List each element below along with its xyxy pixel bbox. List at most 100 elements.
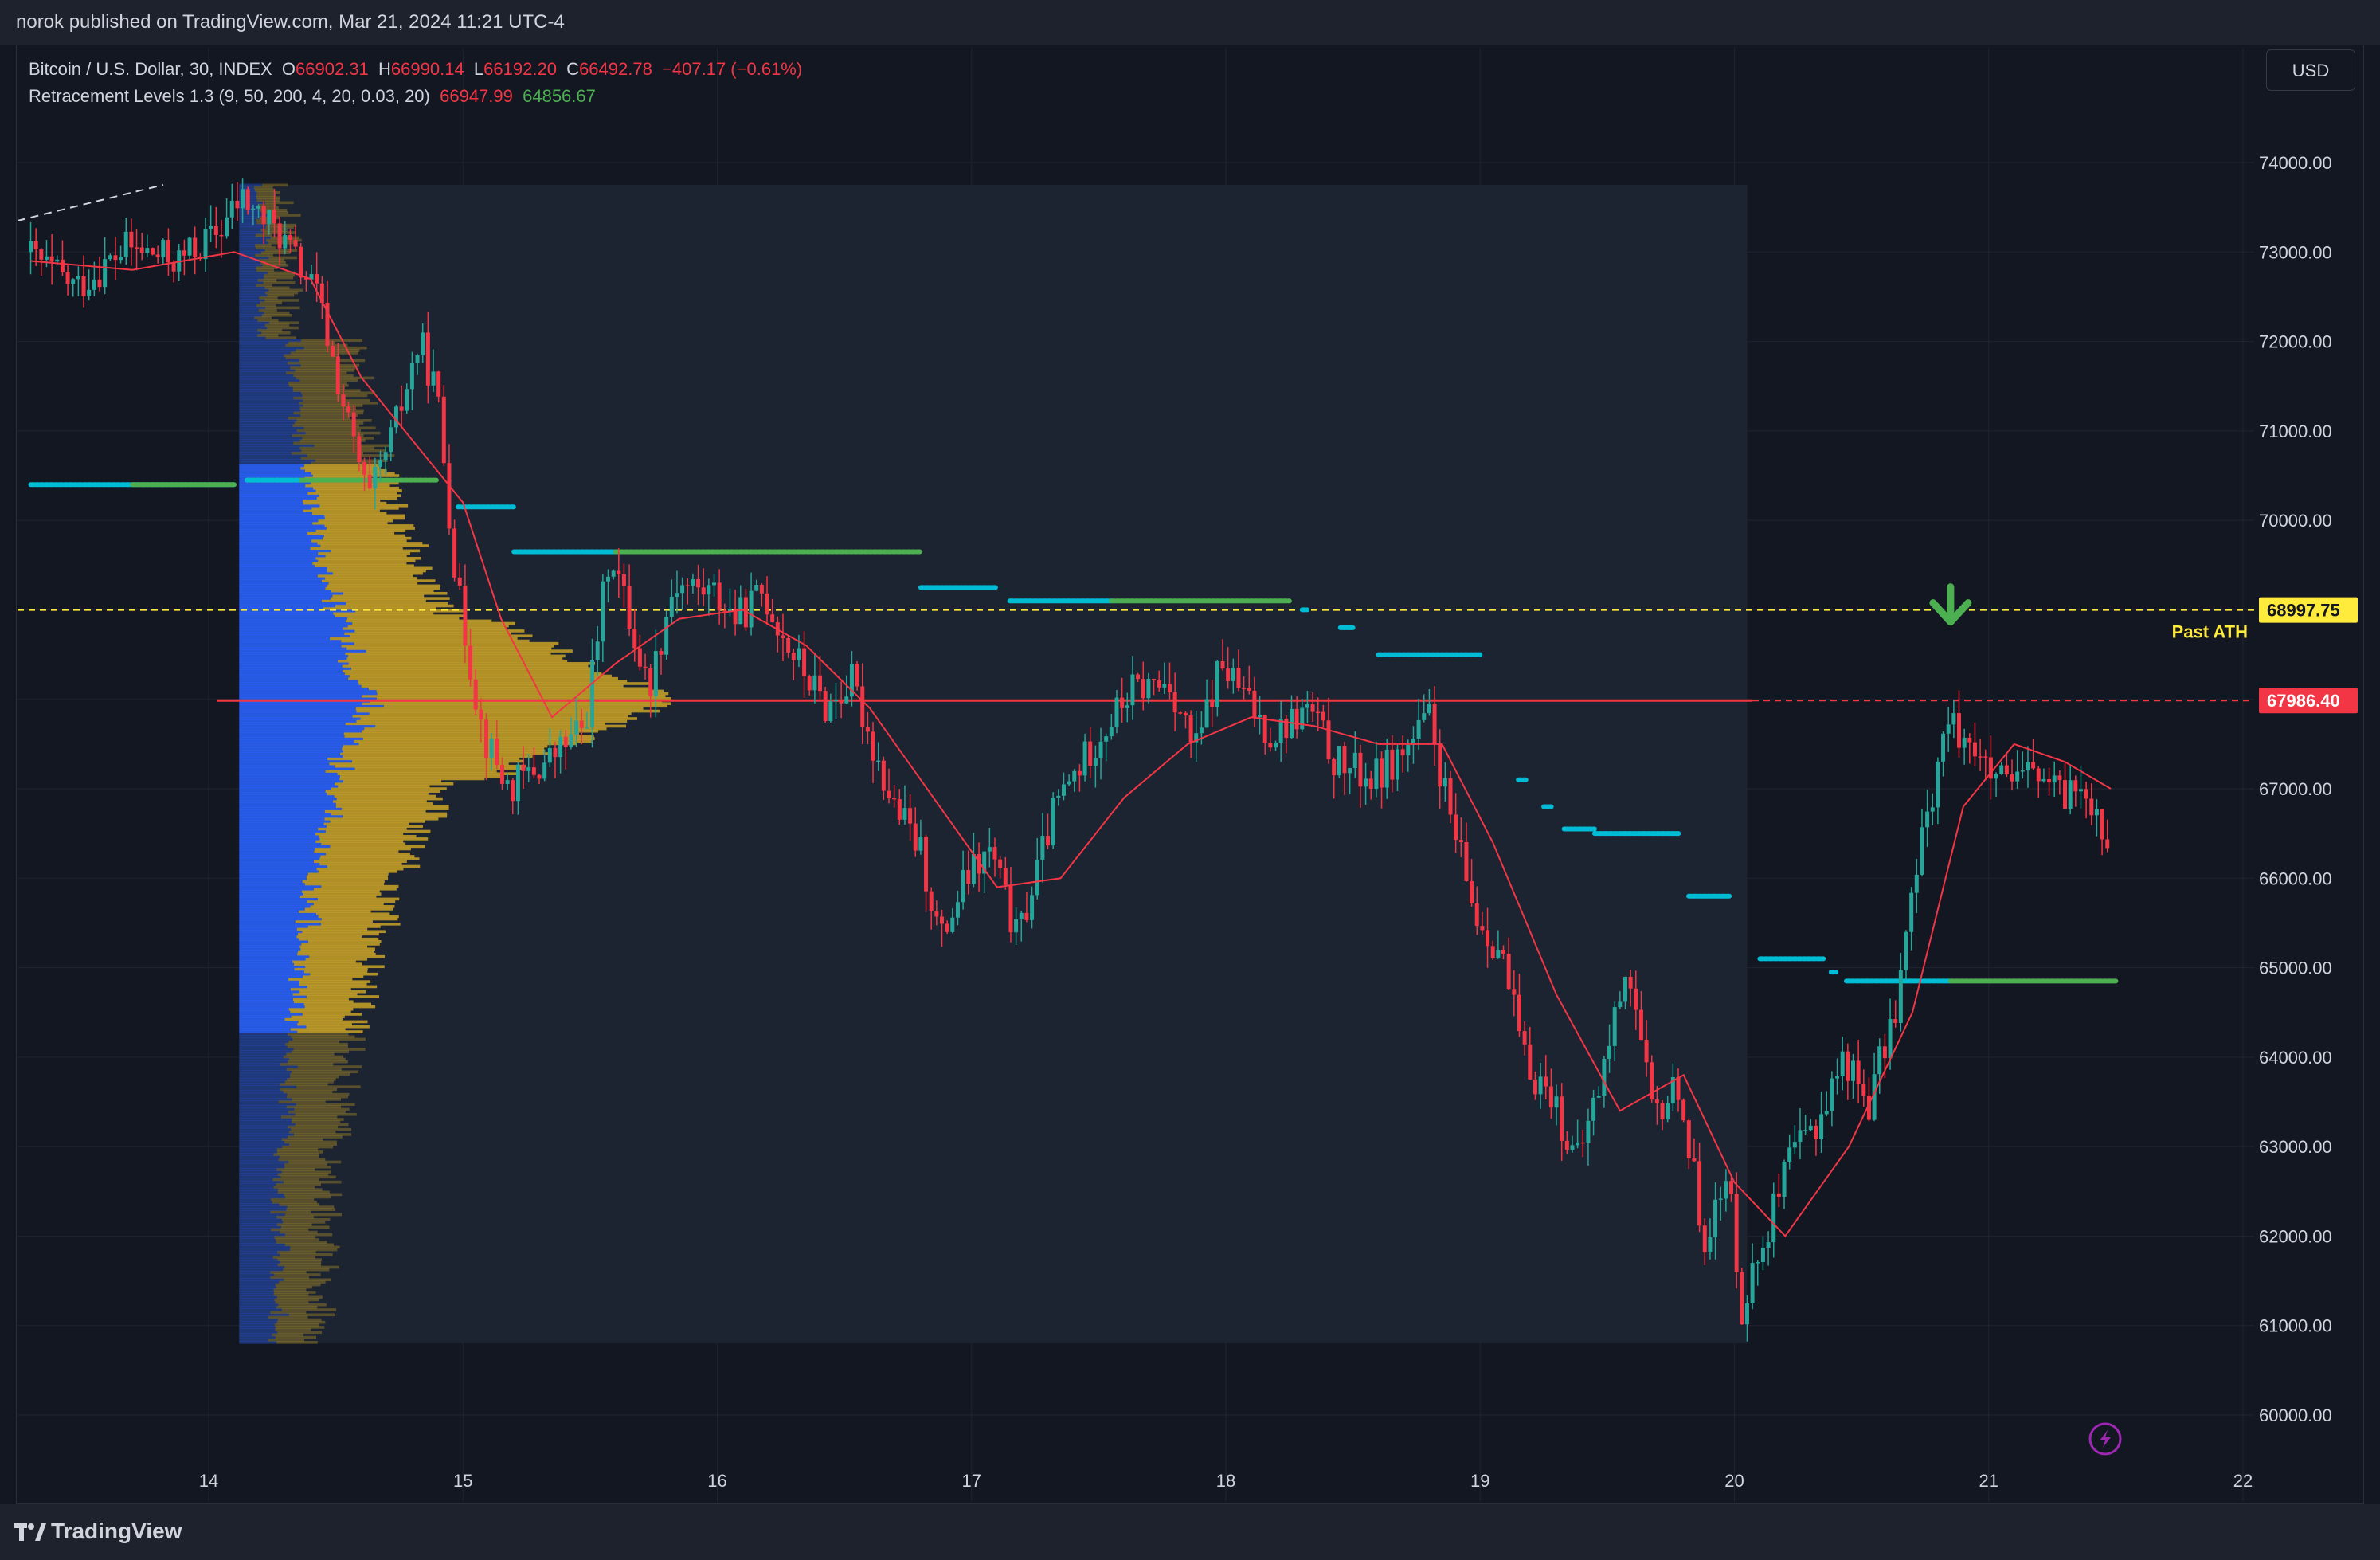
tradingview-brand[interactable]: TradingView	[51, 1519, 182, 1543]
moving-average-line[interactable]	[30, 251, 2112, 1237]
candle-body[interactable]	[1586, 1120, 1591, 1143]
candle-body[interactable]	[261, 206, 266, 225]
candle-body[interactable]	[1618, 1001, 1623, 1008]
candle-body[interactable]	[1316, 711, 1321, 714]
candle-body[interactable]	[425, 332, 430, 386]
candle-body[interactable]	[1580, 1142, 1585, 1144]
candle-body[interactable]	[436, 371, 441, 397]
candle-body[interactable]	[733, 609, 738, 625]
candle-body[interactable]	[1819, 1114, 1824, 1139]
candle-body[interactable]	[1650, 1062, 1654, 1100]
candle-body[interactable]	[1830, 1078, 1834, 1111]
candle-body[interactable]	[277, 223, 282, 249]
candle-body[interactable]	[605, 576, 610, 582]
candle-body[interactable]	[1866, 1096, 1871, 1120]
candle-body[interactable]	[1760, 1248, 1765, 1262]
candle-body[interactable]	[1718, 1198, 1723, 1200]
candle-body[interactable]	[511, 780, 515, 802]
candle-body[interactable]	[1056, 795, 1061, 798]
candle-body[interactable]	[1840, 1051, 1845, 1076]
candle-body[interactable]	[1544, 1076, 1548, 1087]
candle-body[interactable]	[860, 686, 865, 727]
candle-body[interactable]	[1782, 1162, 1787, 1197]
candle-body[interactable]	[60, 259, 65, 272]
candle-body[interactable]	[945, 923, 949, 932]
candle-body[interactable]	[229, 200, 234, 218]
candle-body[interactable]	[521, 764, 526, 771]
candle-body[interactable]	[585, 727, 589, 729]
candle-body[interactable]	[1506, 954, 1511, 990]
candle-body[interactable]	[675, 593, 679, 597]
candle-body[interactable]	[315, 274, 319, 284]
candle-body[interactable]	[499, 765, 504, 784]
candle-body[interactable]	[1697, 1161, 1702, 1226]
candle-body[interactable]	[812, 675, 817, 691]
candle-body[interactable]	[92, 279, 96, 290]
lightning-icon[interactable]	[2100, 1430, 2111, 1448]
candle-body[interactable]	[49, 256, 54, 262]
candle-body[interactable]	[288, 235, 292, 240]
candle-body[interactable]	[1666, 1103, 1670, 1120]
candle-body[interactable]	[1850, 1060, 1855, 1081]
candle-body[interactable]	[707, 585, 711, 595]
candle-body[interactable]	[1607, 1045, 1612, 1059]
candle-body[interactable]	[781, 635, 785, 638]
candle-body[interactable]	[293, 239, 298, 247]
candle-body[interactable]	[971, 854, 976, 884]
candle-body[interactable]	[1067, 781, 1071, 785]
candle-body[interactable]	[409, 363, 414, 390]
candle-body[interactable]	[441, 396, 446, 464]
candle-body[interactable]	[1941, 733, 1946, 762]
candle-body[interactable]	[171, 262, 176, 272]
candle-body[interactable]	[1602, 1058, 1607, 1096]
candle-body[interactable]	[659, 651, 664, 655]
candle-body[interactable]	[1814, 1125, 1818, 1139]
candle-body[interactable]	[1364, 778, 1368, 787]
candle-body[interactable]	[213, 225, 218, 236]
candle-body[interactable]	[977, 854, 981, 874]
candle-body[interactable]	[1638, 1009, 1643, 1040]
candle-body[interactable]	[982, 851, 987, 874]
candle-body[interactable]	[161, 240, 166, 257]
candle-body[interactable]	[1104, 736, 1109, 742]
candle-body[interactable]	[1740, 1272, 1744, 1325]
candle-body[interactable]	[1146, 679, 1151, 699]
candle-body[interactable]	[2068, 780, 2073, 809]
candle-body[interactable]	[765, 593, 769, 615]
candle-body[interactable]	[76, 276, 80, 280]
candle-body[interactable]	[542, 762, 547, 779]
candle-body[interactable]	[1162, 684, 1167, 688]
candle-body[interactable]	[1088, 741, 1093, 766]
candle-body[interactable]	[2047, 778, 2052, 783]
candle-body[interactable]	[71, 279, 76, 284]
candle-body[interactable]	[1925, 811, 1930, 828]
candle-body[interactable]	[119, 257, 123, 261]
candle-body[interactable]	[1374, 758, 1379, 789]
candle-body[interactable]	[1411, 739, 1415, 746]
candle-body[interactable]	[2105, 839, 2110, 849]
candle-body[interactable]	[579, 720, 584, 728]
candle-body[interactable]	[97, 279, 102, 288]
candle-body[interactable]	[558, 736, 563, 758]
candle-body[interactable]	[955, 902, 960, 918]
candle-body[interactable]	[1120, 697, 1125, 708]
candle-body[interactable]	[2078, 789, 2083, 792]
candle-body[interactable]	[987, 847, 992, 852]
candle-body[interactable]	[1310, 704, 1315, 712]
candle-body[interactable]	[373, 466, 378, 489]
candle-body[interactable]	[643, 666, 648, 669]
candle-body[interactable]	[1835, 1076, 1840, 1079]
candle-body[interactable]	[1920, 827, 1924, 875]
candle-body[interactable]	[1957, 713, 1962, 748]
candle-body[interactable]	[627, 586, 632, 629]
candle-body[interactable]	[1856, 1060, 1861, 1084]
candle-body[interactable]	[393, 406, 398, 428]
candle-body[interactable]	[479, 709, 483, 720]
candle-body[interactable]	[934, 911, 939, 917]
candle-body[interactable]	[1464, 842, 1469, 881]
candle-body[interactable]	[1486, 930, 1490, 947]
candle-body[interactable]	[1962, 737, 1967, 748]
candle-body[interactable]	[1538, 1076, 1543, 1095]
candle-body[interactable]	[203, 229, 208, 260]
